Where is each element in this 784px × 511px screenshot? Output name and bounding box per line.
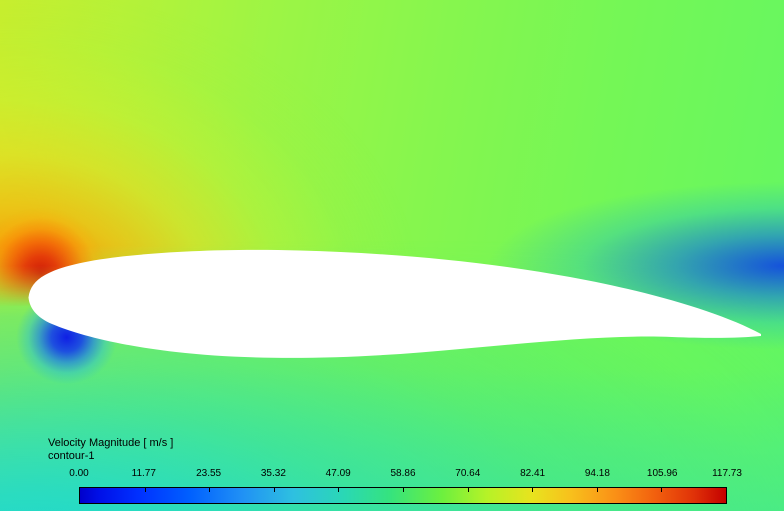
colorbar-tick-label: 94.18 (584, 468, 610, 479)
legend-title: Velocity Magnitude [ m/s ] (48, 437, 174, 449)
colorbar-tick-mark (338, 488, 340, 492)
colorbar-gradient (80, 488, 726, 503)
colorbar-tick-mark (467, 488, 469, 492)
colorbar-tick-label: 11.77 (131, 468, 156, 479)
legend-title-block: Velocity Magnitude [ m/s ] contour-1 (48, 437, 173, 463)
colorbar-tick-mark (596, 488, 598, 492)
colorbar-tick-mark (209, 488, 211, 492)
colorbar-tick-mark (532, 488, 534, 492)
colorbar-tick-label: 105.96 (646, 468, 678, 479)
colorbar-tick-labels: 0.00 11.77 23.55 35.32 47.09 58.86 70.64 82.41 9… (69, 468, 742, 481)
colorbar-tick-label: 35.32 (260, 468, 286, 479)
colorbar (79, 487, 727, 504)
colorbar-tick-label: 58.86 (390, 468, 416, 479)
colorbar-tick-label: 0.00 (69, 468, 89, 479)
colorbar-tick-label: 82.41 (520, 468, 546, 479)
colorbar-tick-mark (661, 488, 663, 492)
colorbar-tick-label: 23.55 (196, 468, 222, 479)
legend-subtitle: contour-1 (48, 450, 95, 462)
colorbar-tick-label: 117.73 (712, 468, 742, 479)
colorbar-tick-label: 70.64 (455, 468, 481, 479)
colorbar-tick-mark (403, 488, 404, 492)
colorbar-tick-label: 47.09 (325, 468, 351, 479)
colorbar-tick-mark (273, 488, 275, 492)
colorbar-tick-mark (144, 488, 146, 492)
